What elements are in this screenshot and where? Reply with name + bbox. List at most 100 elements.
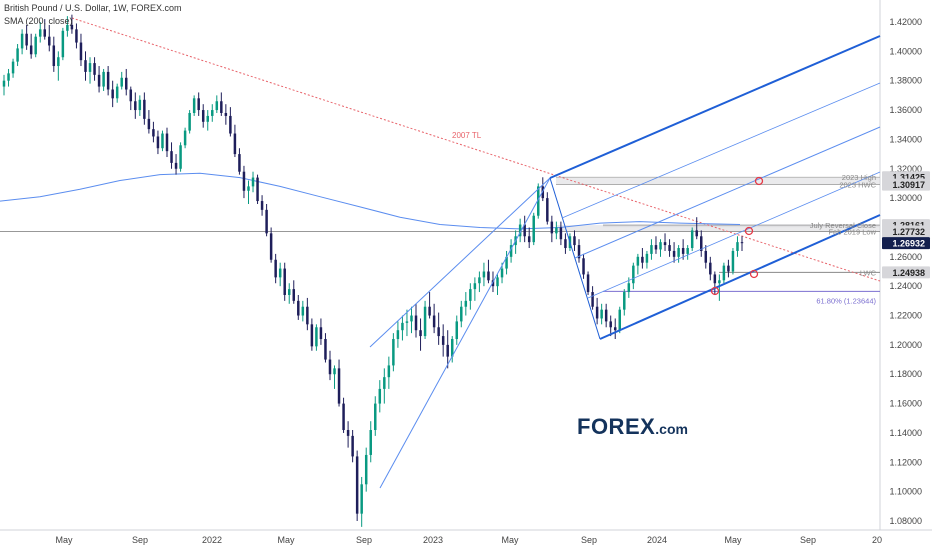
candle (401, 315, 404, 341)
candle-body (360, 484, 363, 514)
candle (301, 300, 305, 322)
candle (102, 68, 105, 91)
candle-body (79, 42, 83, 61)
price-level-tag (882, 237, 930, 250)
candle-body (206, 115, 209, 122)
candle-body (57, 57, 60, 67)
candle-body (455, 321, 459, 340)
candle (66, 16, 69, 37)
price-tick-label: 1.20000 (889, 340, 922, 350)
candle (43, 19, 46, 40)
candle (736, 236, 739, 257)
candle-body (496, 277, 499, 287)
candle-body (152, 129, 155, 137)
candle-body (292, 289, 296, 301)
candle-body (410, 315, 413, 322)
candle (509, 239, 513, 263)
price-tick-label: 1.16000 (889, 399, 922, 409)
candle (129, 86, 133, 111)
candle (650, 239, 653, 260)
price-tick-label: 1.08000 (889, 516, 922, 526)
price-zone-band (556, 177, 880, 185)
candle (555, 221, 558, 240)
pitchfork-median-line (574, 126, 881, 259)
candle (125, 68, 128, 96)
candle (346, 421, 350, 448)
candle-body (659, 242, 662, 250)
candle (247, 180, 250, 204)
candle-body (16, 48, 19, 62)
candle (591, 286, 594, 310)
candle (170, 142, 173, 169)
candle (392, 333, 395, 372)
candle (700, 230, 703, 257)
candle (120, 71, 123, 90)
level-marker-circle (749, 269, 759, 279)
candle-body (115, 86, 119, 99)
candle-body (446, 344, 449, 357)
candle (265, 203, 268, 237)
candle (636, 253, 640, 275)
candle (306, 297, 309, 331)
candle (410, 306, 413, 334)
candle (229, 107, 232, 137)
candle-body (369, 430, 372, 455)
candle-body (392, 339, 395, 366)
candle-body (491, 280, 495, 287)
candle-body (700, 236, 703, 251)
candle (88, 57, 92, 84)
candle (315, 324, 318, 351)
candle-body (283, 268, 286, 295)
candle-body (265, 209, 268, 234)
candle-body (627, 283, 631, 293)
candle-body (650, 245, 653, 254)
candle (577, 239, 581, 263)
candle-body (211, 110, 214, 116)
candle-body (419, 330, 422, 337)
candle (7, 68, 10, 87)
candle-body (378, 388, 382, 404)
candle-body (523, 224, 526, 237)
price-tick-label: 1.30000 (889, 193, 922, 203)
candle (211, 104, 214, 122)
candle (269, 227, 273, 263)
candle-body (423, 306, 427, 337)
candle (111, 80, 114, 108)
candle-body (84, 60, 87, 72)
candle (582, 253, 585, 279)
candle (93, 57, 96, 81)
candle-body (564, 239, 567, 249)
candle (84, 51, 87, 81)
level-marker-circle (744, 226, 754, 236)
candle-body (319, 327, 323, 340)
candle (387, 356, 391, 389)
candle-body (387, 365, 391, 378)
candle (143, 92, 146, 125)
time-tick-label: Sep (132, 535, 148, 545)
candle (527, 227, 531, 249)
candle-body (518, 224, 522, 237)
candle-body (287, 289, 291, 295)
candle (541, 177, 545, 202)
candle (351, 430, 354, 463)
candle (423, 300, 427, 340)
candle-body (306, 306, 309, 325)
candle (618, 306, 621, 334)
candle (586, 271, 590, 295)
candle-body (297, 300, 300, 316)
price-zone-band (603, 224, 880, 228)
candle-body (125, 77, 128, 90)
trendline-label: 2007 TL (452, 131, 482, 140)
candle-body (29, 45, 33, 55)
candle-body (229, 115, 232, 134)
candle (147, 110, 151, 134)
candle (292, 280, 296, 304)
price-level-name: July Reversal Close (810, 221, 876, 230)
candle (238, 148, 241, 175)
candle (419, 318, 422, 351)
candle (546, 192, 549, 225)
candle-body (718, 280, 721, 284)
candle-body (66, 24, 69, 31)
